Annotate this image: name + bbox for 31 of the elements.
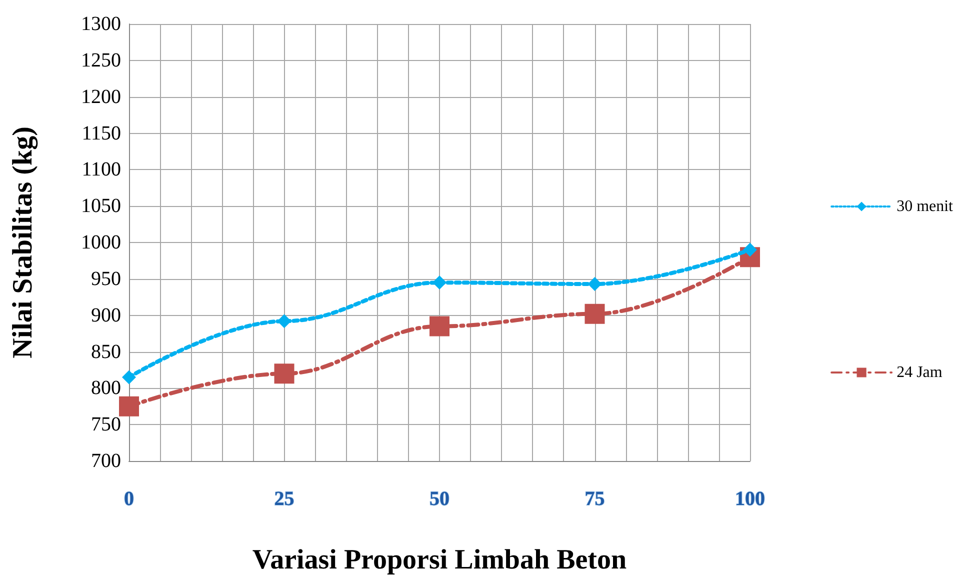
y-tick-label: 1200: [81, 86, 121, 108]
y-tick-label: 950: [91, 268, 121, 290]
point: [743, 242, 757, 257]
y-tick-label: 1150: [82, 122, 121, 144]
point: [588, 277, 602, 292]
y-tick-label: 800: [91, 377, 121, 400]
x-tick-label: 25: [274, 488, 294, 510]
x-tick-label: 0: [124, 488, 134, 510]
y-tick-label: 900: [91, 304, 121, 326]
y-tick-label: 1250: [81, 49, 121, 72]
point: [119, 396, 139, 416]
y-tick-label: 1000: [81, 232, 121, 254]
legend-label: 30 menit: [896, 198, 954, 215]
y-tick-label: 750: [91, 414, 121, 436]
y-tick-label: 1050: [81, 195, 121, 218]
point: [430, 316, 450, 336]
point: [432, 276, 446, 290]
point: [122, 370, 136, 384]
y-tick-label: 700: [91, 450, 121, 472]
y-tick-label: 1300: [81, 13, 121, 35]
point: [274, 364, 294, 384]
y-tick-label: 850: [91, 340, 121, 363]
legend-label: 24 Jam: [896, 364, 943, 381]
point: [584, 304, 605, 324]
y-axis-title: Nilai Stabilitas (kg): [8, 126, 38, 358]
point: [277, 314, 292, 328]
x-tick-label: 100: [735, 488, 765, 510]
x-axis-title: Variasi Proporsi Limbah Beton: [252, 544, 627, 576]
x-tick-label: 50: [430, 488, 450, 510]
x-tick-label: 75: [584, 488, 605, 510]
y-tick-label: 1100: [82, 158, 121, 181]
